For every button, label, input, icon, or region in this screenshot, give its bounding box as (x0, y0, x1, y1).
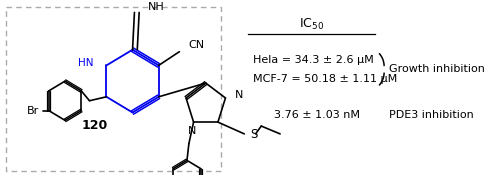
Text: Br: Br (27, 106, 40, 116)
Text: S: S (250, 128, 258, 141)
Text: 120: 120 (82, 119, 108, 132)
Text: HN: HN (78, 58, 94, 68)
Text: NH: NH (148, 2, 164, 12)
Text: N: N (235, 90, 244, 100)
Text: N: N (188, 126, 196, 136)
Text: IC$_{50}$: IC$_{50}$ (299, 17, 324, 32)
Text: 3.76 ± 1.03 nM: 3.76 ± 1.03 nM (274, 111, 360, 120)
Text: MCF-7 = 50.18 ± 1.11 μM: MCF-7 = 50.18 ± 1.11 μM (253, 74, 398, 84)
Text: Growth inhibition: Growth inhibition (388, 64, 484, 74)
Text: PDE3 inhibition: PDE3 inhibition (388, 111, 474, 120)
Text: CN: CN (189, 40, 205, 50)
Text: Hela = 34.3 ± 2.6 μM: Hela = 34.3 ± 2.6 μM (253, 55, 374, 65)
